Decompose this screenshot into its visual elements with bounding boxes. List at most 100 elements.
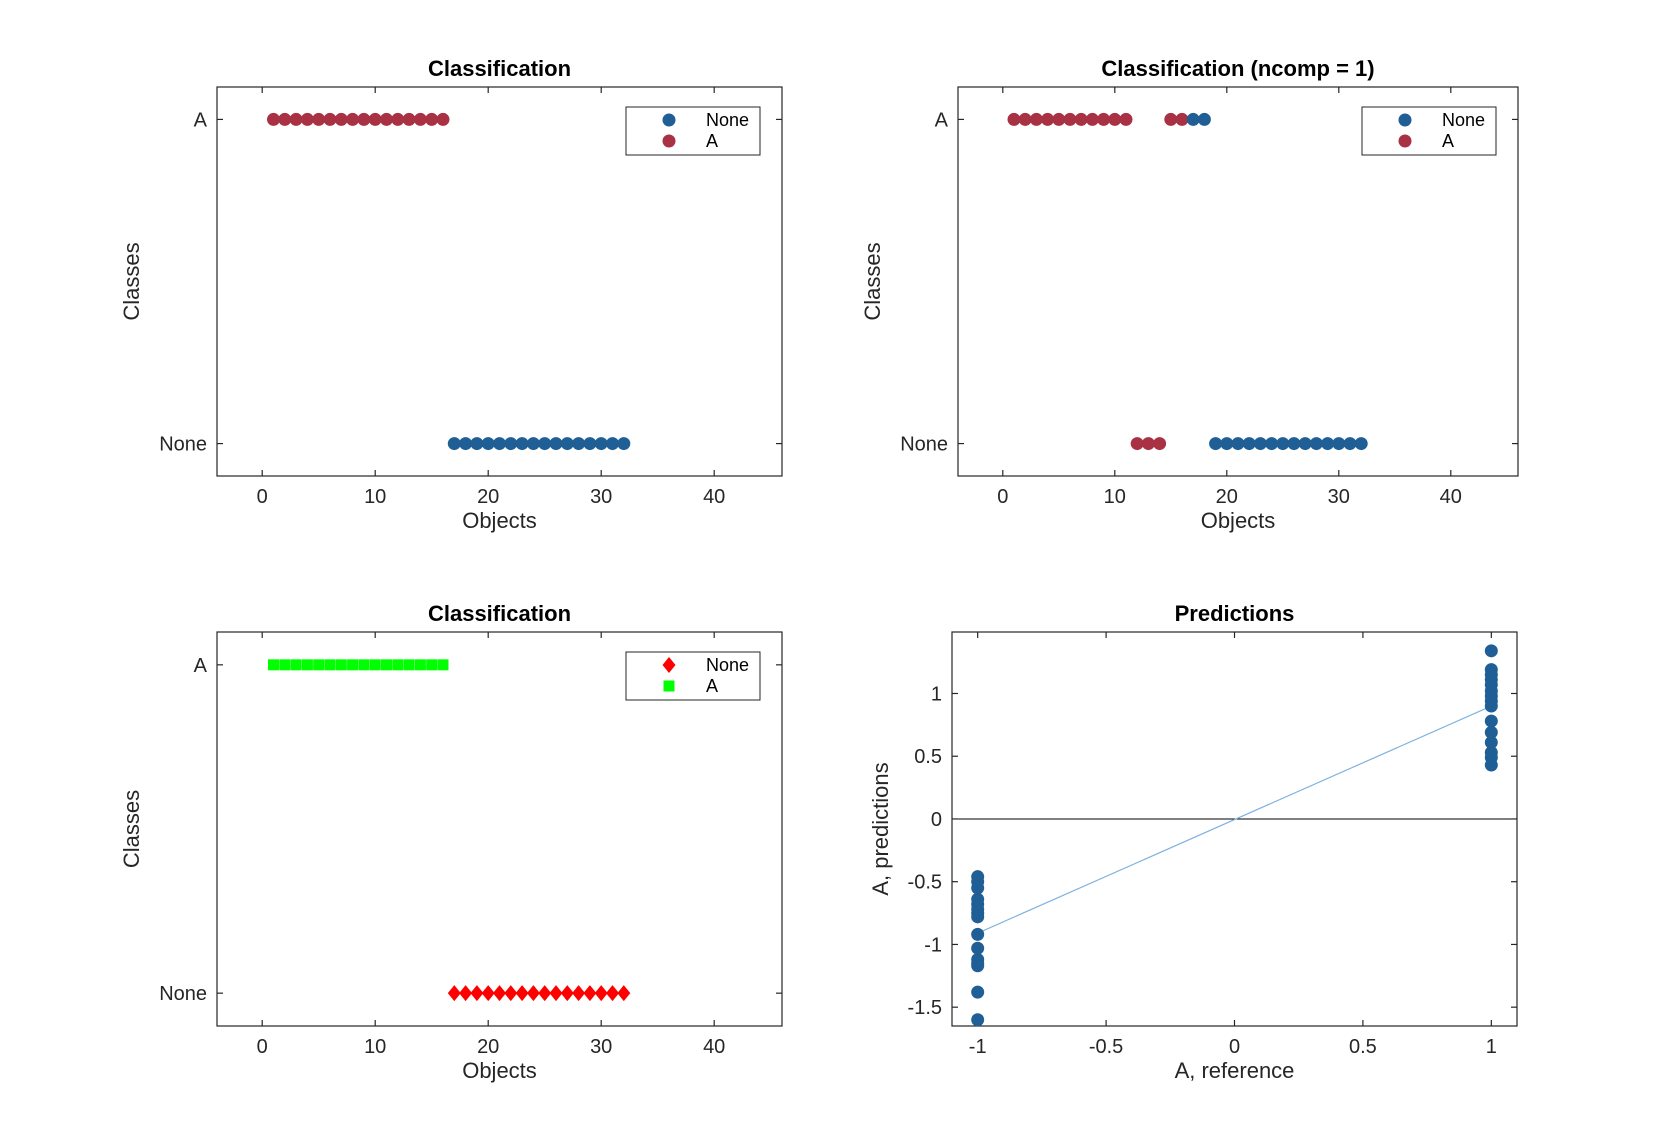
y-tick-label: -0.5 xyxy=(908,872,942,894)
legend-marker-none xyxy=(662,657,676,673)
data-point-none xyxy=(1354,437,1368,451)
axes-box xyxy=(951,631,1518,1027)
x-tick-label: 10 xyxy=(364,1036,386,1058)
data-point-a xyxy=(381,659,392,671)
legend-marker-a xyxy=(1398,134,1412,148)
axes-box xyxy=(216,86,783,477)
data-point-none xyxy=(1343,437,1357,451)
subplot-tr: Classification (ncomp = 1)0 10 20 30 40NoneA… xyxy=(860,56,1519,533)
data-point-a xyxy=(357,112,371,126)
data-point-none xyxy=(481,985,495,1002)
data-point-none xyxy=(971,910,985,924)
data-point-none xyxy=(447,437,461,451)
data-point-a xyxy=(279,659,291,671)
y-tick-label: 0.5 xyxy=(914,746,942,768)
data-point-a xyxy=(1175,112,1189,126)
data-point-a xyxy=(380,112,393,126)
data-point-a xyxy=(1018,112,1032,126)
y-tick-label: A xyxy=(194,109,208,131)
x-tick-label: 10 xyxy=(1104,486,1126,508)
x-tick-label: 0 xyxy=(257,486,268,508)
data-point-a xyxy=(1052,112,1066,126)
data-point-none xyxy=(1321,437,1335,451)
data-point-a xyxy=(403,659,415,671)
data-point-a xyxy=(1085,112,1099,126)
data-point-none xyxy=(1186,112,1200,126)
x-tick-label: 40 xyxy=(703,486,725,508)
y-axis-label: Classes xyxy=(119,242,144,320)
chart-title: Classification (ncomp = 1) xyxy=(1101,56,1374,81)
x-tick-label: 20 xyxy=(477,486,499,508)
data-point-a xyxy=(1130,437,1144,451)
data-point-none xyxy=(459,437,473,451)
y-axis-label: Classes xyxy=(119,790,144,868)
data-point-none xyxy=(1242,437,1256,451)
legend-marker-none xyxy=(1398,113,1412,127)
data-point-none xyxy=(481,437,495,451)
data-point-none xyxy=(1276,437,1290,451)
axes-box xyxy=(957,86,1519,477)
data-point-a xyxy=(1007,112,1021,126)
data-point-a xyxy=(1108,112,1122,126)
data-point-none xyxy=(606,437,619,451)
data-point-none xyxy=(971,941,985,955)
data-point-a xyxy=(1119,112,1133,126)
y-axis-label: A, predictions xyxy=(868,762,893,895)
data-point-a xyxy=(1484,735,1498,749)
data-point-a xyxy=(1074,112,1088,126)
legend-box xyxy=(625,106,761,156)
data-point-a xyxy=(436,112,450,126)
data-point-none xyxy=(549,437,563,451)
x-axis-label: Objects xyxy=(462,1058,537,1083)
data-point-a xyxy=(358,659,370,671)
data-point-none xyxy=(606,985,619,1002)
chart-title: Classification xyxy=(428,601,571,626)
data-point-a xyxy=(1484,758,1498,772)
data-point-a xyxy=(335,659,347,671)
legend-marker-a xyxy=(662,134,676,148)
legend-label: None xyxy=(706,110,749,130)
data-point-a xyxy=(1097,112,1111,126)
data-point-none xyxy=(1287,437,1301,451)
data-point-none xyxy=(560,437,574,451)
data-point-none xyxy=(560,985,574,1002)
regression-line xyxy=(977,705,1492,934)
data-point-none xyxy=(1231,437,1245,451)
data-point-a xyxy=(312,112,326,126)
data-point-none xyxy=(1253,437,1267,451)
data-point-none xyxy=(572,985,586,1002)
y-tick-label: None xyxy=(159,434,207,456)
data-point-none xyxy=(971,1013,985,1027)
data-point-a xyxy=(290,659,302,671)
data-point-a xyxy=(1484,714,1498,728)
data-point-none xyxy=(538,985,552,1002)
data-point-a xyxy=(1153,437,1167,451)
data-point-none xyxy=(470,437,484,451)
data-point-none xyxy=(504,985,518,1002)
data-point-a xyxy=(437,659,449,671)
data-point-a xyxy=(414,659,426,671)
data-point-a xyxy=(391,112,405,126)
data-point-a xyxy=(1484,699,1498,713)
data-point-a xyxy=(1484,644,1498,658)
data-point-a xyxy=(346,112,360,126)
x-tick-label: 0.5 xyxy=(1349,1036,1377,1058)
legend-label: A xyxy=(706,131,718,151)
x-tick-label: -1 xyxy=(969,1036,987,1058)
data-point-none xyxy=(1209,437,1223,451)
data-point-a xyxy=(334,112,348,126)
data-point-none xyxy=(583,437,597,451)
data-point-a xyxy=(368,112,382,126)
y-tick-label: None xyxy=(900,434,948,456)
x-tick-label: 1 xyxy=(1486,1036,1497,1058)
data-point-none xyxy=(526,437,540,451)
data-point-a xyxy=(347,659,359,671)
data-point-a xyxy=(402,112,416,126)
y-tick-label: A xyxy=(935,109,949,131)
x-axis-label: A, reference xyxy=(1175,1058,1295,1083)
x-tick-label: -0.5 xyxy=(1089,1036,1123,1058)
x-tick-label: 0 xyxy=(997,486,1008,508)
y-tick-label: -1.5 xyxy=(908,997,942,1019)
